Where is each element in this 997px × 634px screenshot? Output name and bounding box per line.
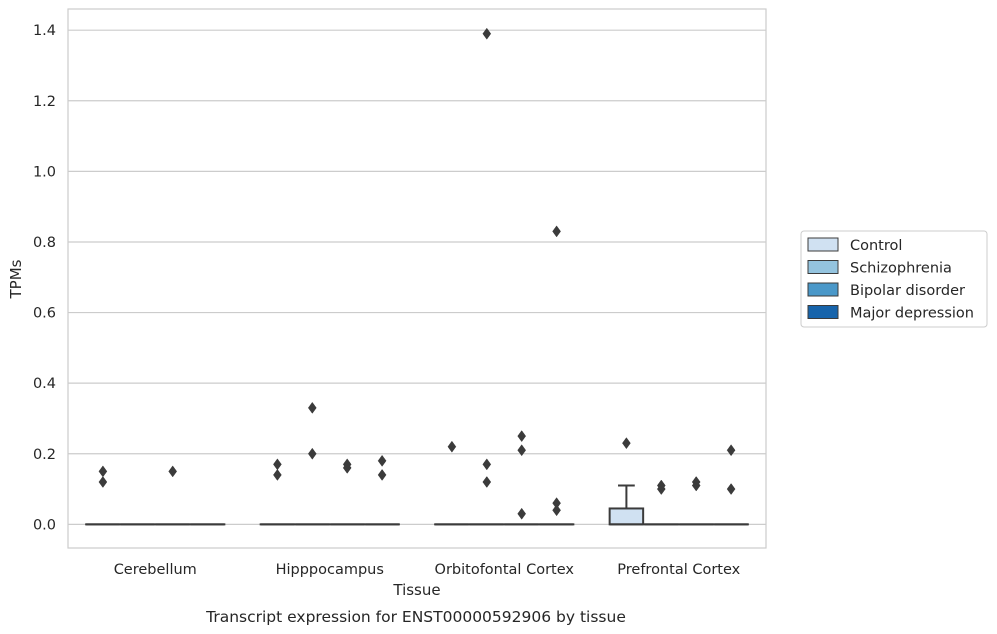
outlier-point (552, 225, 561, 238)
outlier-point (622, 437, 631, 450)
box (608, 507, 645, 526)
legend-swatch (807, 282, 839, 297)
x-tick-label: Prefrontal Cortex (617, 562, 740, 578)
outlier-point (377, 454, 387, 467)
x-tick-label: Cerebellum (114, 562, 197, 578)
outlier-point (98, 465, 108, 478)
gridlines (68, 29, 766, 525)
legend-swatch (807, 260, 839, 274)
y-tick-label: 1.4 (33, 23, 56, 39)
legend: Control Schizophrenia Bipolar disorder Majo… (800, 230, 988, 328)
outlier-point (726, 444, 736, 457)
outlier-point (273, 458, 282, 471)
outlier-point (482, 458, 492, 471)
legend-label: Control (850, 238, 902, 254)
outlier-point (273, 469, 282, 481)
legend-swatch (807, 305, 839, 319)
outlier-point (307, 401, 317, 414)
x-tick-label: Orbitofontal Cortex (435, 562, 575, 578)
outlier-point (98, 476, 108, 488)
legend-label: Major depression (850, 306, 974, 322)
outliers (98, 27, 736, 520)
outlier-point (552, 497, 561, 510)
outlier-point (307, 447, 317, 460)
legend-label: Bipolar disorder (850, 283, 965, 299)
plot-area (67, 8, 767, 549)
outlier-point (691, 476, 701, 488)
y-tick-label: 1.0 (33, 164, 56, 180)
x-tick-label: Hipppocampus (276, 562, 384, 578)
outlier-point (377, 469, 387, 481)
x-tick-labels: Cerebellum Hipppocampus Orbitofontal Corte… (114, 562, 741, 578)
outlier-point (517, 430, 527, 443)
legend-swatch (807, 237, 839, 252)
y-tick-label: 0.8 (33, 235, 56, 251)
outlier-point (447, 440, 457, 453)
outlier-point (517, 444, 527, 457)
chart-caption: Transcript expression for ENST0000059290… (205, 608, 626, 626)
y-tick-label: 0.2 (33, 447, 56, 463)
outlier-point (517, 507, 527, 520)
y-tick-label: 0.6 (33, 306, 56, 322)
y-tick-label: 0.0 (33, 517, 56, 533)
outlier-point (482, 476, 492, 488)
x-axis-label: Tissue (392, 581, 440, 599)
boxplot-control (608, 484, 645, 526)
legend-label: Schizophrenia (850, 261, 952, 277)
legend-frame (800, 230, 988, 328)
y-tick-label: 1.2 (33, 94, 56, 110)
outlier-point (168, 465, 178, 478)
outlier-point (552, 504, 561, 517)
outlier-point (342, 458, 352, 471)
boxplots (85, 484, 749, 526)
y-tick-labels: 0.0 0.2 0.4 0.6 0.8 1.0 1.2 1.4 (33, 23, 56, 533)
y-axis-label: TPMs (7, 259, 25, 299)
outlier-point (656, 479, 666, 492)
outlier-point (726, 483, 736, 495)
y-tick-label: 0.4 (33, 376, 56, 392)
outlier-point (482, 27, 492, 40)
